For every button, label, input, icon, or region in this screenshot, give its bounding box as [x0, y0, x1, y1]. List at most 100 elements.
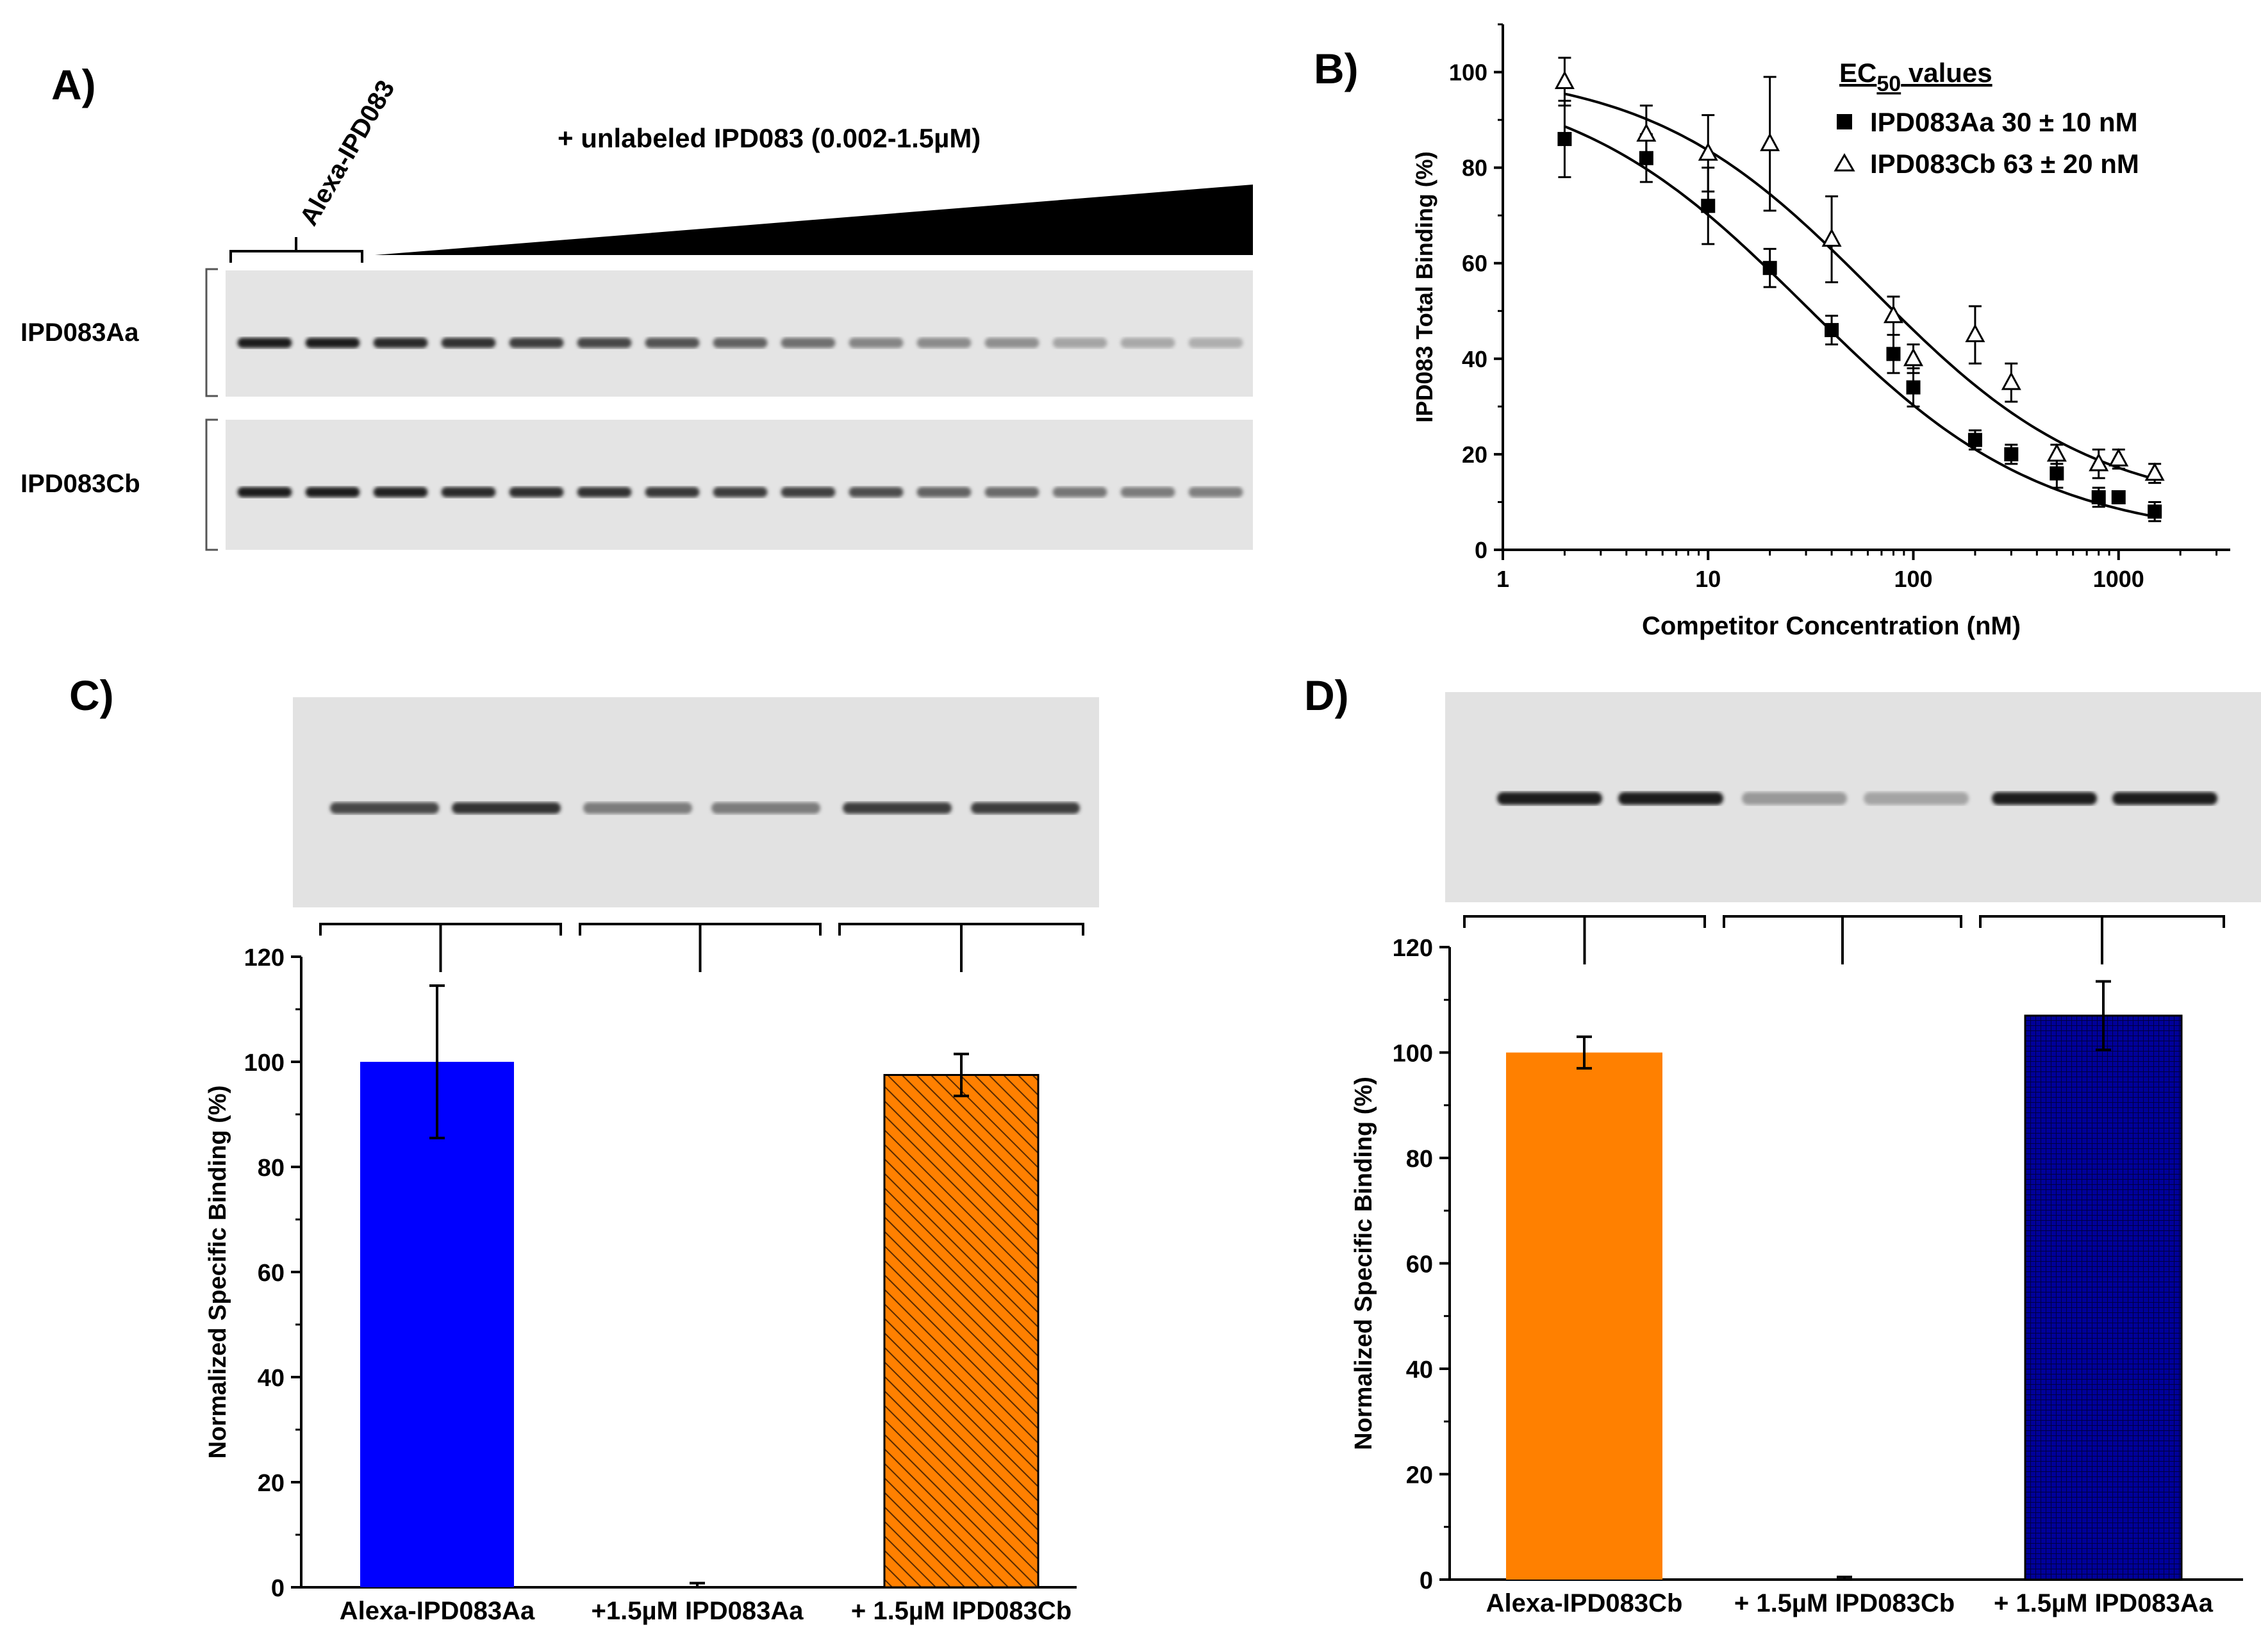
row2-bracket [205, 418, 218, 551]
gel-band [1618, 792, 1723, 805]
data-point [1554, 70, 1575, 89]
data-point [2089, 452, 2109, 472]
category-label: + 1.5µM IPD083Aa [1994, 1589, 2214, 1617]
data-point [2050, 466, 2064, 481]
bar-chart-c: 0 20 40 60 80 100 120 Normalized Specific Bindi… [204, 945, 1077, 1625]
data-point [1760, 133, 1780, 151]
gel-band [1864, 792, 1969, 805]
gel-band [781, 487, 836, 497]
legend-entry-ipd083cb: IPD083Cb 63 ± 20 nM [1870, 149, 2139, 179]
legend-marker-square [1837, 114, 1852, 129]
bar-chart-d: 0 20 40 60 80 100 120 Normalized Specific Bindi… [1350, 935, 2243, 1617]
gel-band [373, 338, 428, 348]
panel-a-letter: A) [51, 61, 96, 108]
category-label: +1.5µM IPD083Aa [592, 1597, 804, 1625]
data-point [1762, 261, 1777, 276]
gel-band [971, 802, 1080, 814]
y-tick-label: 20 [1406, 1462, 1433, 1489]
legend-title: EC50 values [1839, 58, 1992, 96]
gel-row1-bands [237, 338, 1243, 348]
y-tick-label: 0 [1475, 537, 1487, 563]
bar [360, 1062, 514, 1587]
gel-band [849, 338, 904, 348]
data-point [2001, 371, 2021, 390]
data-point [2091, 490, 2106, 504]
fit-curve-ipd083aa [1564, 125, 2155, 518]
y-tick-label: 100 [244, 1050, 285, 1077]
y-tick-label: 0 [1420, 1567, 1433, 1594]
gel-band [713, 338, 768, 348]
gel-band [781, 338, 836, 348]
alexa-bracket [229, 250, 363, 263]
gel-band [1497, 792, 1602, 805]
gel-d-bands [1497, 792, 2217, 805]
y-tick-label: 20 [258, 1470, 285, 1497]
y-axis-label: IPD083 Total Binding (%) [1411, 151, 1437, 422]
row-label-ipd083cb: IPD083Cb [21, 470, 140, 498]
y-tick-label: 120 [1393, 935, 1433, 962]
gel-band [1188, 338, 1243, 348]
y-tick-label: 40 [1406, 1357, 1433, 1384]
gel-band [1992, 792, 2097, 805]
y-tick-label: 80 [1462, 155, 1487, 181]
category-label: Alexa-IPD083Cb [1486, 1589, 1683, 1617]
gel-band [452, 802, 561, 814]
gel-row2 [226, 420, 1253, 550]
panel-c-letter: C) [69, 672, 114, 719]
data-point [2148, 504, 2162, 519]
bar [883, 1074, 1039, 1589]
data-point [2046, 443, 2067, 462]
panel-d-letter: D) [1304, 672, 1349, 719]
panel-d: D) 0 20 40 60 80 100 120 Normalized Specific Bi… [1304, 672, 2261, 1617]
gel-c-bands [330, 802, 1080, 814]
x-tick-label: 1000 [2093, 566, 2144, 592]
gel-band [711, 802, 820, 814]
y-tick-label: 20 [1462, 442, 1487, 468]
data-point [2108, 448, 2129, 467]
data-point [2144, 462, 2165, 481]
category-label: + 1.5µM IPD083Cb [1734, 1589, 1955, 1617]
y-tick-label: 60 [1462, 251, 1487, 277]
data-point [2004, 447, 2019, 461]
data-point [1825, 323, 1839, 338]
y-tick-label: 40 [1462, 346, 1487, 372]
data-point [1903, 347, 1924, 367]
gel-band [1742, 792, 1847, 805]
gel-band [1052, 487, 1107, 497]
gel-band [645, 338, 700, 348]
gel-band [713, 487, 768, 497]
row1-bracket [205, 268, 218, 397]
gel-c-brackets [319, 923, 1084, 972]
ec50-chart: 0 20 40 60 80 100 1 10 100 1000 Competitor Concent… [1411, 23, 2230, 640]
gel-band [2112, 792, 2217, 805]
y-tick-label: 80 [1406, 1146, 1433, 1173]
data-point [1965, 324, 1985, 343]
gel-band [305, 338, 360, 348]
x-tick-label: 1 [1496, 566, 1509, 592]
data-point [1886, 347, 1901, 361]
y-tick-label: 100 [1393, 1041, 1433, 1068]
y-tick-label: 40 [258, 1365, 285, 1392]
y-tick-label: 100 [1449, 60, 1487, 86]
y-tick-label: 120 [244, 945, 285, 971]
data-point [1883, 304, 1903, 324]
gel-band [237, 338, 292, 348]
gel-band [984, 338, 1039, 348]
data-point [1906, 380, 1921, 395]
y-tick-label: 0 [271, 1575, 285, 1602]
gel-band [330, 802, 439, 814]
gel-d-brackets [1463, 915, 2225, 964]
row-label-ipd083aa: IPD083Aa [21, 318, 139, 347]
y-tick-label: 80 [258, 1155, 285, 1182]
gel-band [441, 338, 496, 348]
gel-band [916, 338, 972, 348]
data-point [1698, 142, 1718, 161]
panel-a-gel: A) Alexa-IPD083 + unlabeled IPD083 (0.00… [21, 61, 1253, 551]
gel-band [441, 487, 496, 497]
data-point [1557, 131, 1572, 146]
gel-band [1120, 487, 1175, 497]
x-tick-label: 10 [1695, 566, 1721, 592]
gel-band [509, 338, 564, 348]
gel-row1 [226, 270, 1253, 397]
